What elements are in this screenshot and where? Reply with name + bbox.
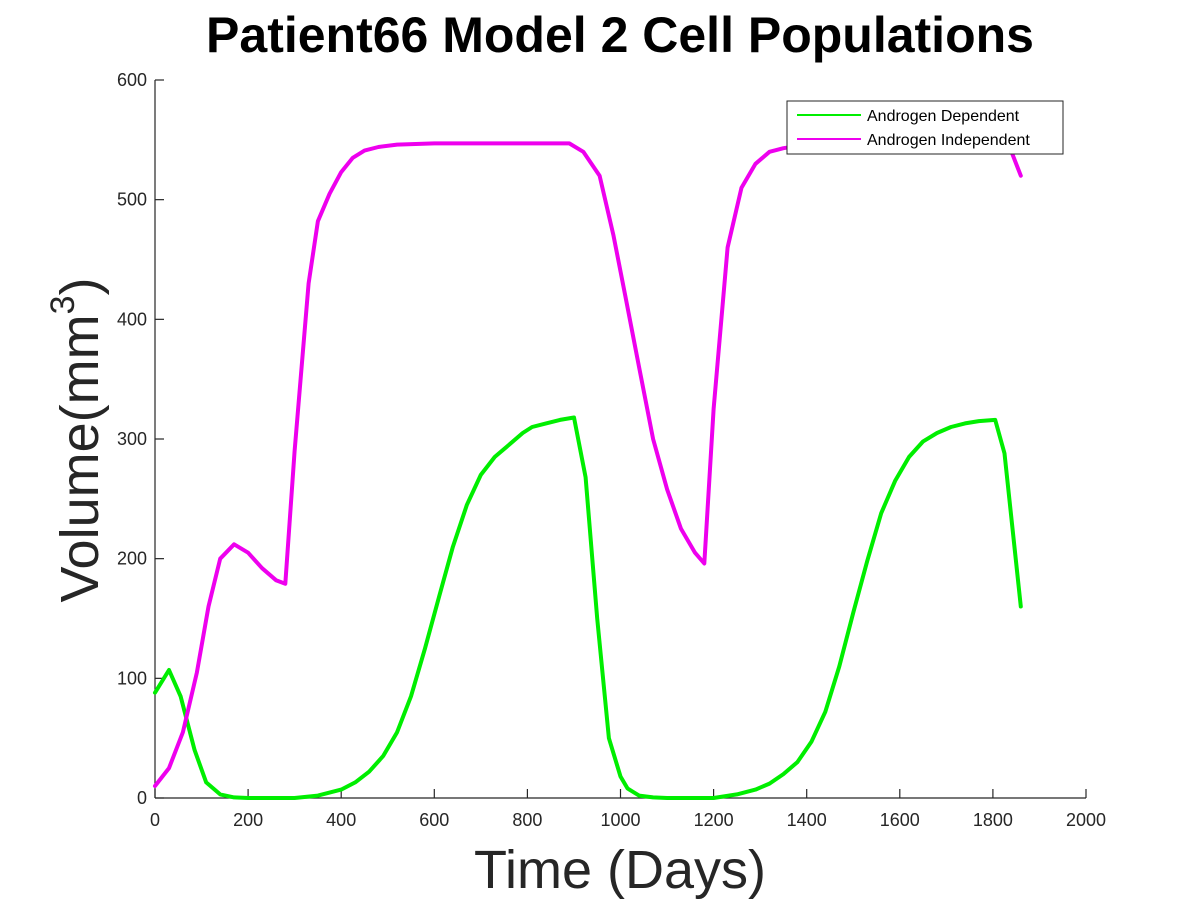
series-line-androgen-dependent [153,415,1023,800]
x-tick-label: 600 [419,810,449,830]
x-tick-label: 800 [512,810,542,830]
x-tick-label: 1800 [973,810,1013,830]
x-tick-label: 400 [326,810,356,830]
x-axis-ticks: 0 200 400 600 800 1000 1200 1400 1600 1800 2000 [150,789,1106,830]
y-tick-label: 200 [117,549,147,569]
legend-box [786,100,1064,155]
series-line-androgen-independent [153,141,1023,788]
y-axis-title-base: Volume(mm [50,314,110,602]
x-tick-label: 1600 [880,810,920,830]
legend: Androgen Dependent Androgen Independent [786,100,1064,155]
y-axis-ticks: 0 100 200 300 400 500 600 [117,70,164,808]
x-tick-label: 2000 [1066,810,1106,830]
x-tick-label: 0 [150,810,160,830]
y-tick-label: 600 [117,70,147,90]
legend-label-androgen-independent: Androgen Independent [867,132,1030,149]
chart-title: Patient66 Model 2 Cell Populations [206,7,1034,63]
y-tick-label: 500 [117,190,147,210]
y-tick-label: 100 [117,668,147,688]
x-tick-label: 200 [233,810,263,830]
y-tick-label: 0 [137,788,147,808]
y-tick-label: 400 [117,309,147,329]
y-axis-title: Volume(mm3) [44,278,110,603]
x-tick-label: 1000 [600,810,640,830]
y-axis-title-superscript: 3 [44,296,82,315]
x-axis-title: Time (Days) [474,840,766,900]
legend-label-androgen-dependent: Androgen Dependent [867,108,1020,125]
x-tick-label: 1200 [694,810,734,830]
series-group [153,141,1023,800]
x-tick-label: 1400 [787,810,827,830]
y-tick-label: 300 [117,429,147,449]
y-axis-title-close: ) [50,278,110,296]
